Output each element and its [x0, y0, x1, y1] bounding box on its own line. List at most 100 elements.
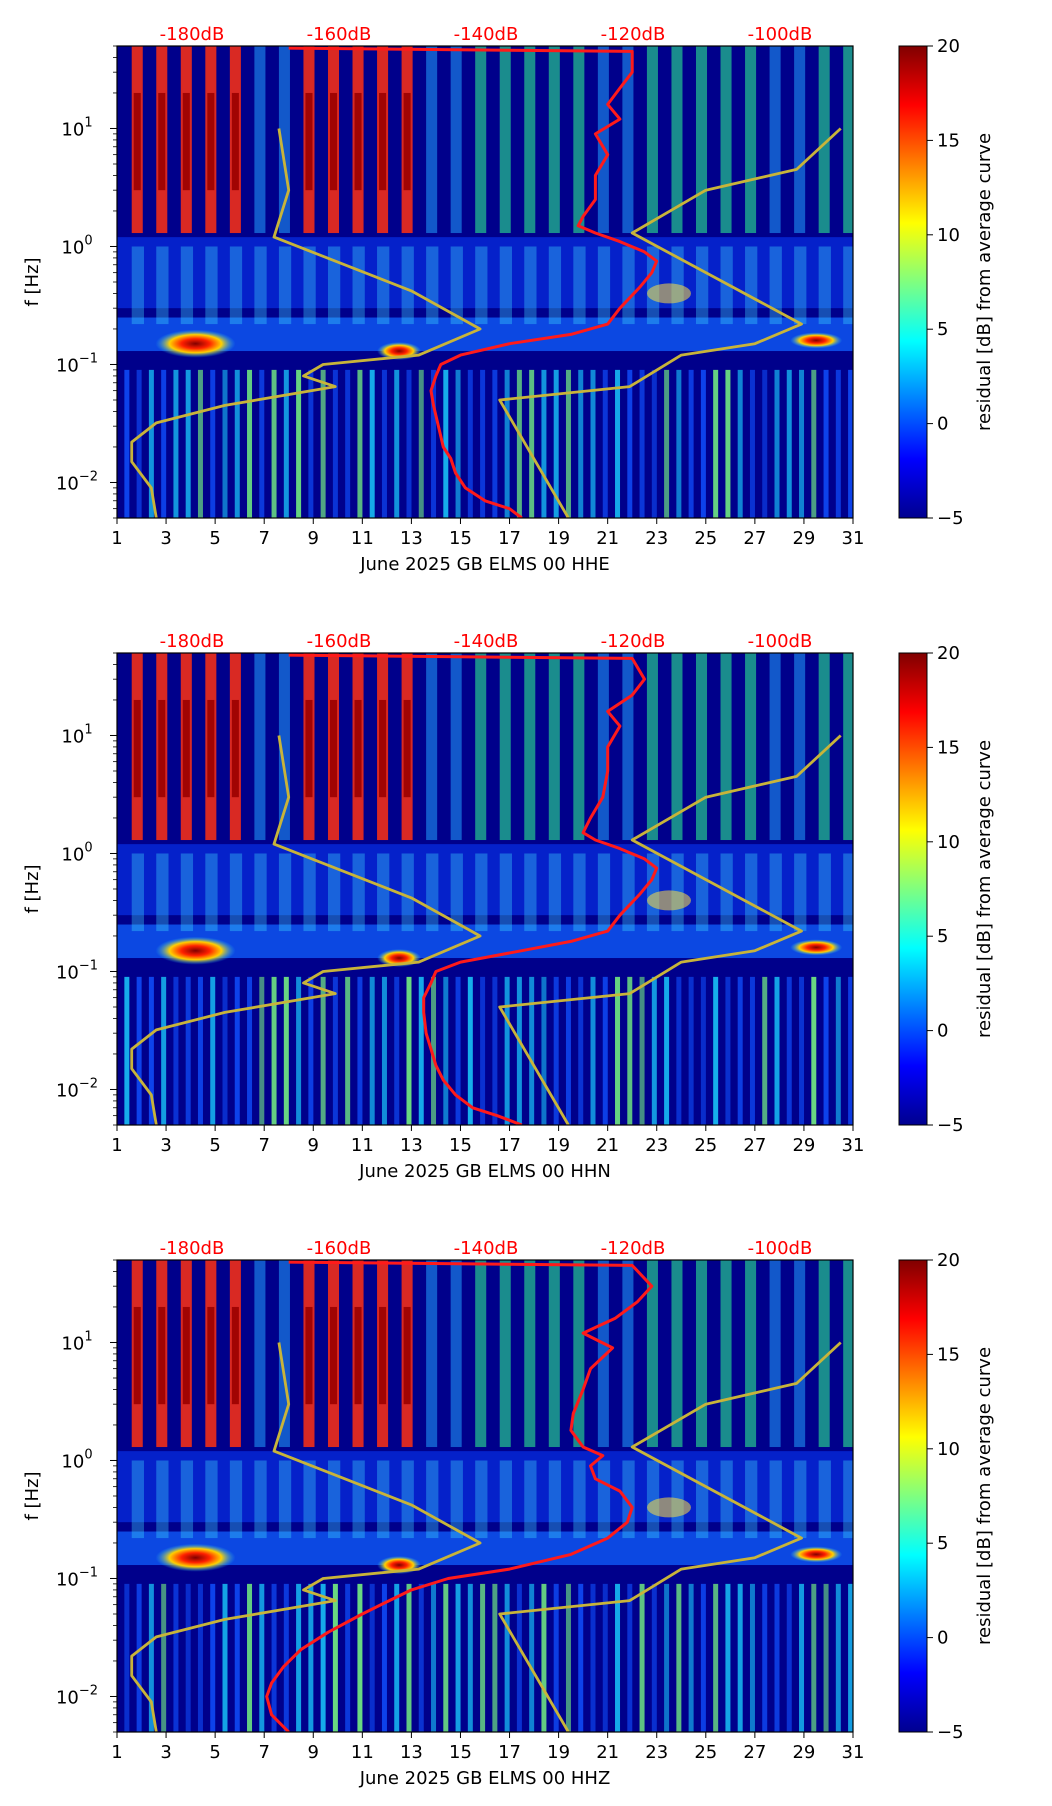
low-noise-model-line	[130, 1342, 482, 1732]
colorbar-tick-label: 15	[937, 130, 960, 151]
y-axis-label: f [Hz]	[22, 257, 43, 306]
db-scale-label: -180dB	[160, 631, 225, 652]
x-tick-label: 11	[351, 528, 374, 549]
db-scale-label: -100dB	[748, 24, 813, 45]
x-tick-label: 1	[111, 1135, 122, 1156]
colorbar-tick-label: 20	[937, 36, 960, 57]
colorbar: 20 15 10 5 0 −5	[898, 1250, 964, 1743]
x-tick-label: 31	[842, 1742, 865, 1763]
db-scale-label: -120dB	[601, 1238, 666, 1259]
x-tick-label: 27	[743, 1742, 766, 1763]
x-tick-label: 25	[694, 528, 717, 549]
colorbar-tick-label: −5	[937, 1115, 964, 1136]
x-tick-label: 23	[645, 528, 668, 549]
colorbar-label: residual [dB] from average curve	[974, 133, 995, 431]
x-tick-label: 21	[596, 1135, 619, 1156]
colorbar-tick-label: 5	[937, 926, 948, 947]
y-tick-label: 10−1	[56, 1565, 98, 1590]
x-tick-label: 15	[449, 1742, 472, 1763]
y-tick-label: 101	[61, 115, 92, 140]
panel-hhe: June 2025 GB ELMS 00 HHE f [Hz] residual…	[22, 24, 995, 575]
colorbar-tick-label: 15	[937, 737, 960, 758]
x-tick-label: 9	[308, 1135, 319, 1156]
colorbar-tick-label: −5	[937, 1722, 964, 1743]
x-tick-label: 13	[400, 1742, 423, 1763]
high-noise-model-line	[498, 734, 842, 1125]
y-tick-label: 101	[61, 722, 92, 747]
x-tick-label: 13	[400, 1135, 423, 1156]
db-scale-label: -180dB	[160, 1238, 225, 1259]
colorbar-tick-label: 5	[937, 319, 948, 340]
heatmap-image	[117, 1260, 853, 1732]
x-tick-label: 17	[498, 1742, 521, 1763]
y-tick-label: 100	[61, 233, 92, 258]
panel-hhn: June 2025 GB ELMS 00 HHN f [Hz] residual…	[22, 631, 995, 1182]
db-scale-label: -100dB	[748, 1238, 813, 1259]
x-tick-label: 7	[258, 1742, 269, 1763]
high-noise-model-line	[498, 1341, 842, 1732]
y-tick-label: 10−1	[56, 958, 98, 983]
x-tick-label: 21	[596, 528, 619, 549]
colorbar-tick-label: 15	[937, 1344, 960, 1365]
x-tick-label: 7	[258, 528, 269, 549]
x-tick-label: 19	[547, 1135, 570, 1156]
x-tick-label: 7	[258, 1135, 269, 1156]
low-noise-model-line	[130, 735, 482, 1125]
x-tick-label: 19	[547, 528, 570, 549]
colorbar: 20 15 10 5 0 −5	[898, 643, 964, 1136]
x-tick-label: 9	[308, 1742, 319, 1763]
colorbar-tick-label: 20	[937, 1250, 960, 1271]
x-tick-label: 23	[645, 1742, 668, 1763]
x-tick-label: 29	[792, 528, 815, 549]
x-tick-label: 5	[209, 1742, 220, 1763]
x-tick-label: 3	[160, 528, 171, 549]
colorbar-tick-label: 0	[937, 1021, 948, 1042]
y-tick-label: 10−2	[56, 1683, 98, 1708]
x-axis-label: June 2025 GB ELMS 00 HHN	[358, 1161, 611, 1182]
x-tick-label: 11	[351, 1742, 374, 1763]
db-scale-label: -140dB	[454, 24, 519, 45]
y-tick-label: 10−2	[56, 1076, 98, 1101]
db-scale-label: -120dB	[601, 24, 666, 45]
panel-hhz: June 2025 GB ELMS 00 HHZ f [Hz] residual…	[22, 1238, 995, 1789]
x-tick-label: 31	[842, 528, 865, 549]
x-tick-label: 15	[449, 1135, 472, 1156]
colorbar-tick-label: 10	[937, 225, 960, 246]
db-scale-label: -160dB	[307, 24, 372, 45]
x-tick-label: 29	[792, 1135, 815, 1156]
colorbar-tick-label: 5	[937, 1533, 948, 1554]
psd-curve-line	[288, 46, 659, 518]
x-tick-label: 25	[694, 1135, 717, 1156]
colorbar-label: residual [dB] from average curve	[974, 1347, 995, 1645]
colorbar-tick-label: −5	[937, 508, 964, 529]
x-tick-label: 31	[842, 1135, 865, 1156]
x-tick-label: 5	[209, 1135, 220, 1156]
db-scale-label: -180dB	[160, 24, 225, 45]
colorbar: 20 15 10 5 0 −5	[898, 36, 964, 529]
heatmap-image	[117, 46, 853, 518]
x-axis-label: June 2025 GB ELMS 00 HHE	[359, 554, 610, 575]
x-tick-label: 15	[449, 528, 472, 549]
colorbar-gradient	[898, 1259, 928, 1733]
colorbar-gradient	[898, 652, 928, 1126]
high-noise-model-line	[498, 127, 842, 518]
colorbar-tick-label: 0	[937, 1628, 948, 1649]
db-scale-label: -160dB	[307, 631, 372, 652]
x-tick-label: 19	[547, 1742, 570, 1763]
low-noise-model-line	[130, 128, 482, 518]
x-tick-label: 25	[694, 1742, 717, 1763]
x-tick-label: 3	[160, 1135, 171, 1156]
y-tick-label: 10−2	[56, 469, 98, 494]
db-scale-label: -140dB	[454, 1238, 519, 1259]
y-axis-label: f [Hz]	[22, 1471, 43, 1520]
x-tick-label: 21	[596, 1742, 619, 1763]
x-tick-label: 5	[209, 528, 220, 549]
x-axis-label: June 2025 GB ELMS 00 HHZ	[359, 1768, 611, 1789]
y-tick-label: 100	[61, 1447, 92, 1472]
db-scale-label: -160dB	[307, 1238, 372, 1259]
db-scale-label: -140dB	[454, 631, 519, 652]
db-scale-label: -120dB	[601, 631, 666, 652]
db-scale-label: -100dB	[748, 631, 813, 652]
x-tick-label: 17	[498, 1135, 521, 1156]
y-tick-label: 10−1	[56, 351, 98, 376]
